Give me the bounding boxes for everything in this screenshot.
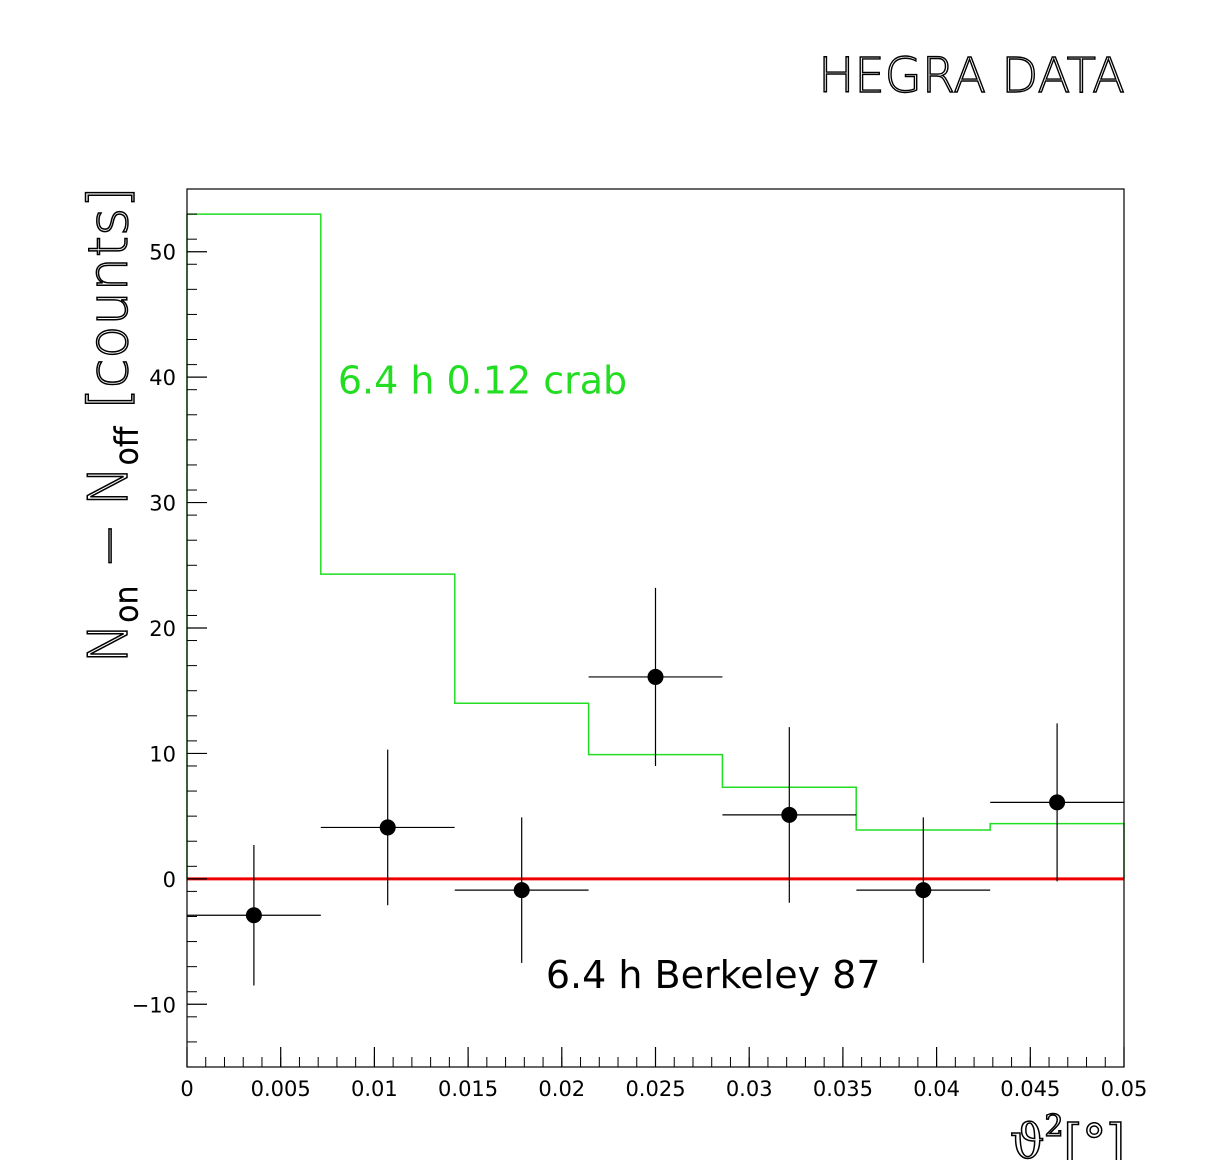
data-point [781, 806, 798, 823]
y-label-sub-off: off [110, 426, 145, 465]
svg-text:ϑ2[°]: ϑ2[°] [1010, 1109, 1125, 1160]
y-tick-label: −10 [132, 993, 176, 1017]
data-point-group [990, 723, 1124, 882]
svg-text:Non − Noff [counts]: Non − Noff [counts] [77, 187, 145, 664]
y-tick-label: 10 [149, 742, 176, 766]
data-point [1049, 794, 1066, 811]
y-axis-label: Non − Noff [counts] [76, 186, 146, 664]
x-tick-label: 0.03 [726, 1077, 773, 1101]
x-tick-label: 0 [180, 1077, 193, 1101]
x-tick-label: 0.015 [438, 1077, 498, 1101]
x-axis-label: ϑ2[°] [1009, 1108, 1125, 1160]
x-label-sup: 2 [1044, 1109, 1063, 1144]
data-point-group [722, 727, 857, 903]
data-point-group [320, 749, 455, 906]
y-tick-label: 40 [149, 366, 176, 390]
x-tick-label: 0.005 [251, 1077, 311, 1101]
y-label-minus: − [77, 506, 140, 586]
data-point-group [454, 817, 589, 963]
y-tick-label: 0 [163, 868, 176, 892]
data-point [513, 882, 530, 899]
y-label-n1: N [77, 623, 140, 663]
y-label-tail: [counts] [77, 187, 140, 427]
x-tick-label: 0.045 [1000, 1077, 1060, 1101]
annotation-berkeley: 6.4 h Berkeley 87 [546, 953, 881, 997]
data-point [379, 819, 396, 836]
x-tick-label: 0.05 [1101, 1077, 1148, 1101]
data-point-group [856, 817, 991, 963]
data-point [915, 882, 932, 899]
x-tick-label: 0.035 [813, 1077, 873, 1101]
y-label-n2: N [77, 466, 140, 506]
x-tick-label: 0.02 [538, 1077, 585, 1101]
chart-title: HEGRA DATA [818, 48, 1125, 104]
x-tick-label: 0.025 [625, 1077, 685, 1101]
y-tick-label: 30 [149, 492, 176, 516]
data-point [245, 907, 262, 924]
y-tick-label: 20 [149, 617, 176, 641]
annotation-crab: 6.4 h 0.12 crab [338, 358, 627, 402]
x-label-theta: ϑ [1010, 1114, 1044, 1160]
data-point [647, 668, 664, 685]
histogram-crab [187, 213, 1125, 879]
axes: 0 0.005 0.01 0.015 0.02 0.025 0.03 0.035 0.04 0.0… [132, 188, 1148, 1101]
data-point-group [187, 844, 321, 986]
x-label-unit: [°] [1064, 1114, 1125, 1160]
y-tick-label: 50 [149, 241, 176, 265]
y-label-sub-on: on [110, 586, 145, 623]
x-tick-label: 0.01 [351, 1077, 398, 1101]
plot-area [186, 213, 1125, 986]
x-tick-label: 0.04 [913, 1077, 960, 1101]
data-point-group [588, 587, 723, 766]
annotations: 6.4 h 0.12 crab 6.4 h Berkeley 87 [338, 358, 881, 997]
